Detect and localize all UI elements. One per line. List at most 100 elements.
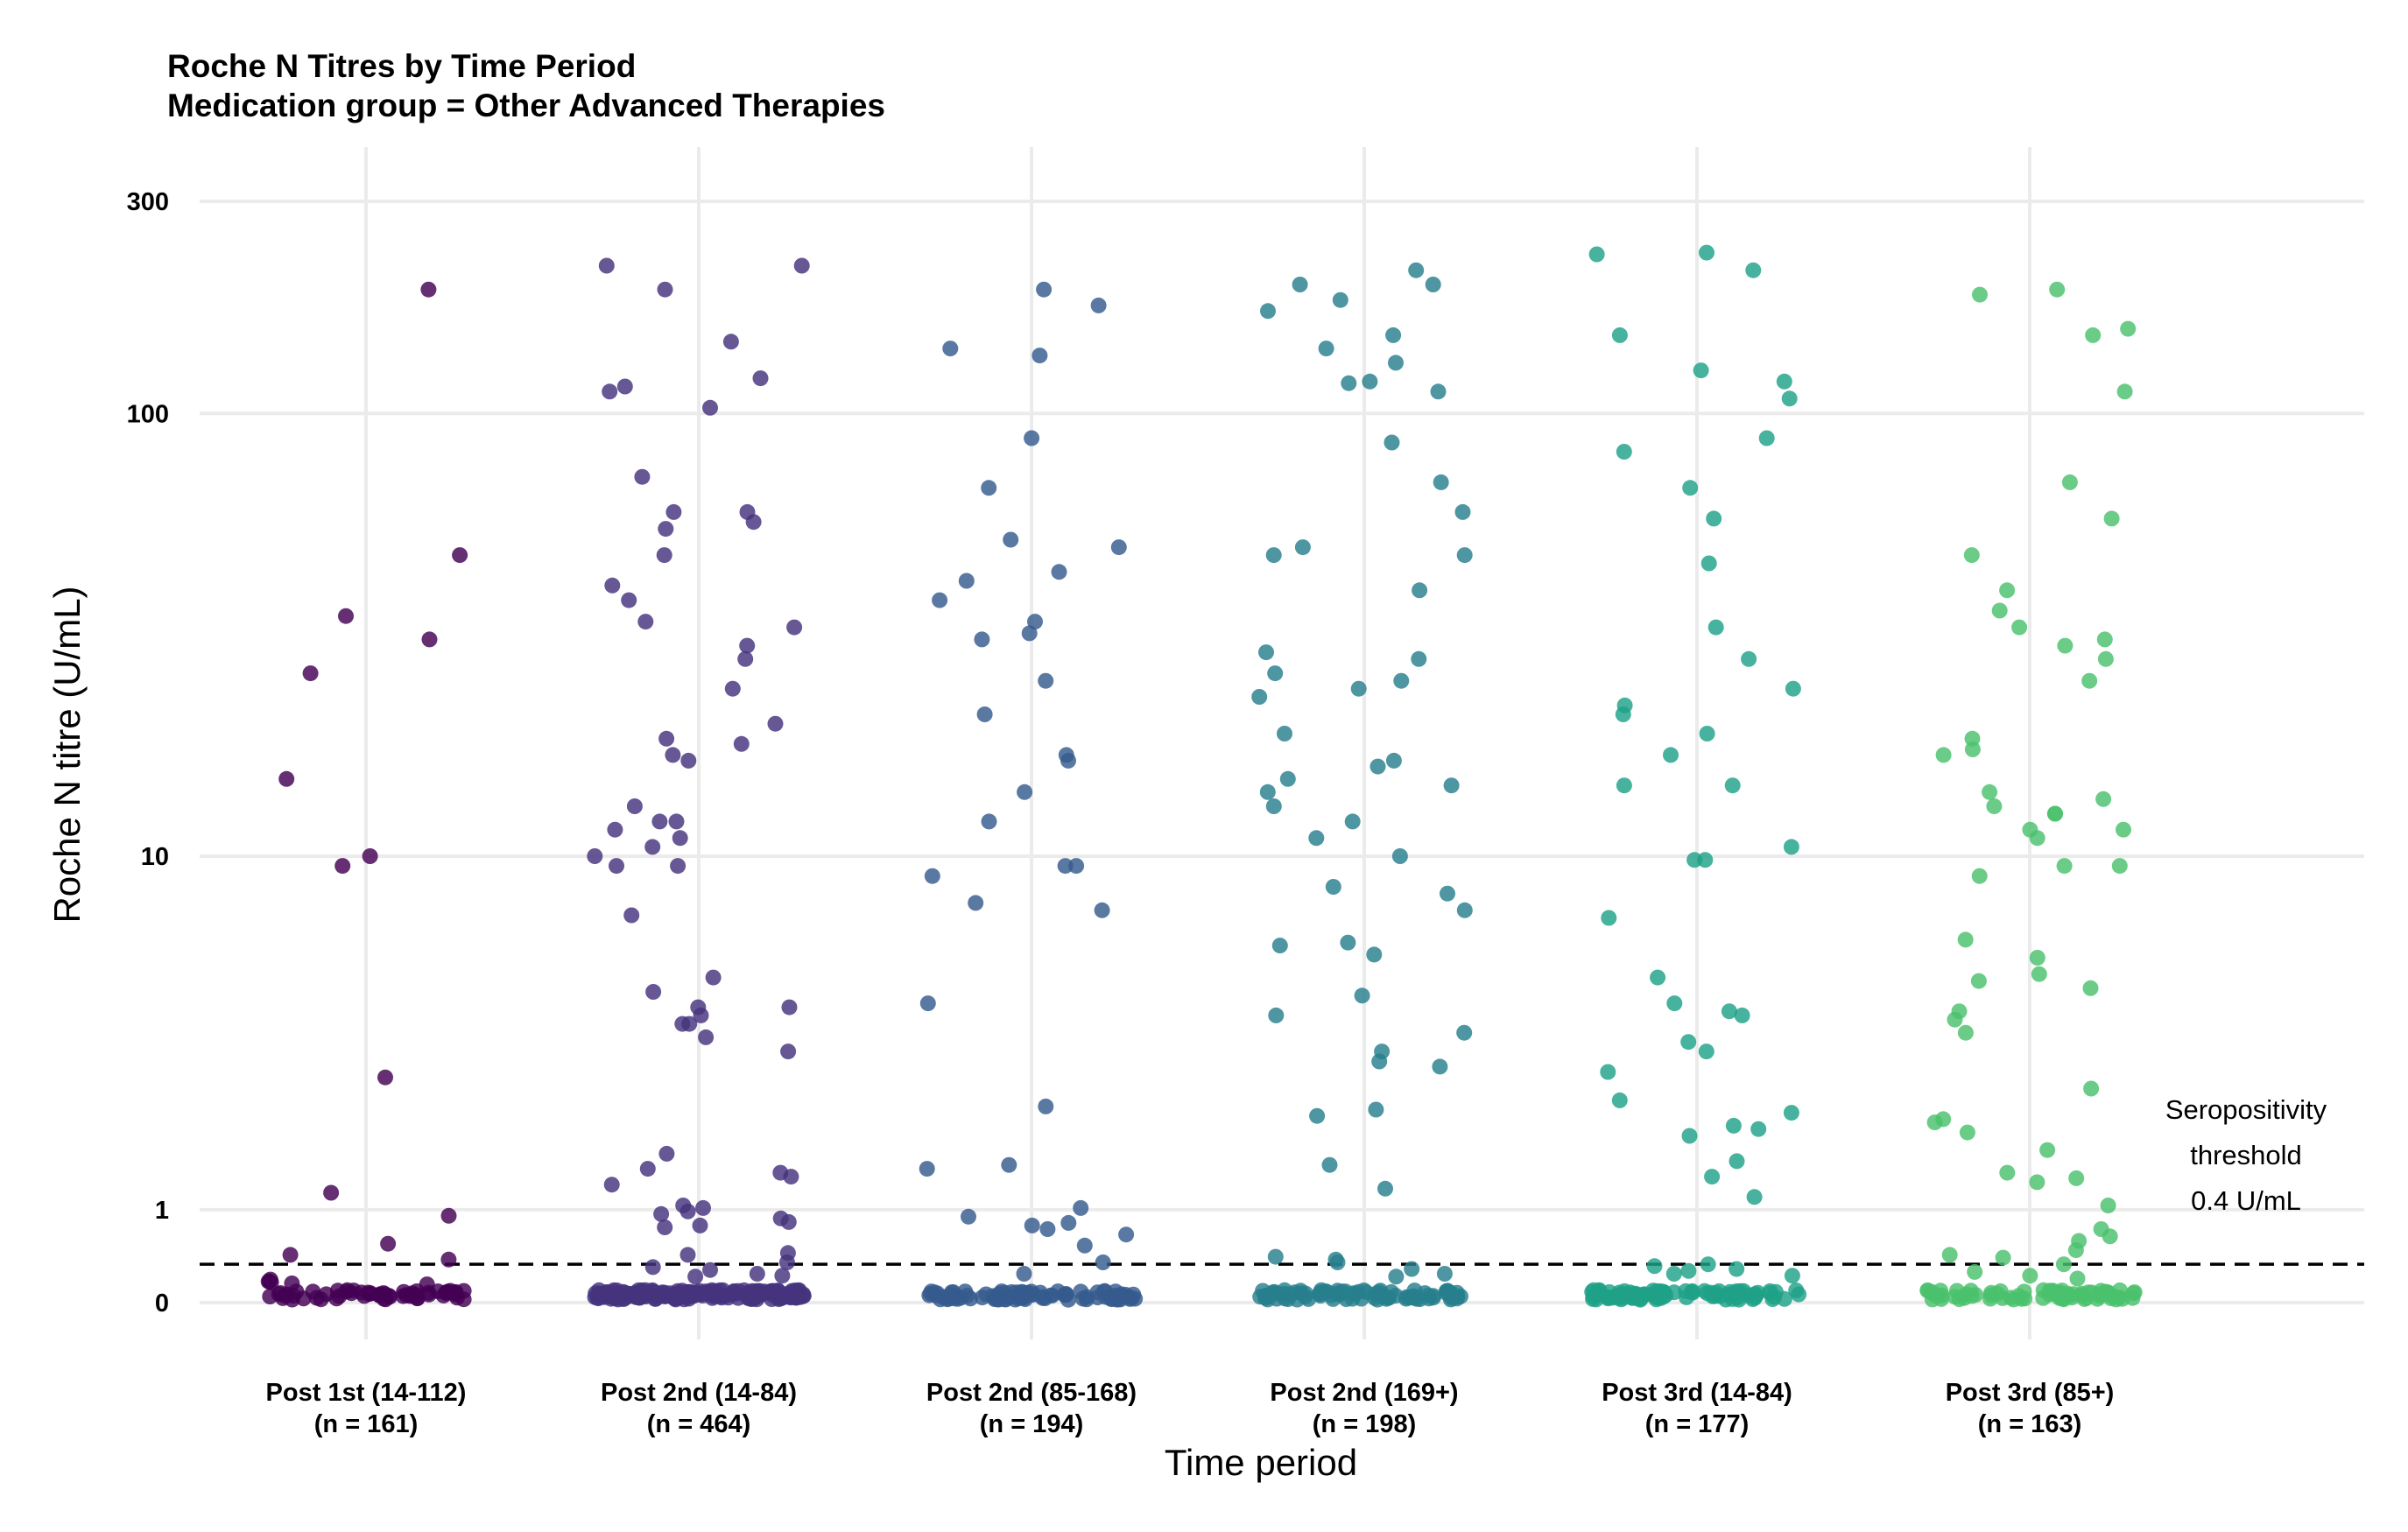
data-point: [587, 848, 603, 864]
data-point: [1432, 1058, 1448, 1075]
data-point: [1341, 375, 1357, 391]
data-point: [1387, 1288, 1404, 1304]
threshold-annotation-line1: Seropositivity: [2165, 1094, 2327, 1125]
data-point: [1095, 1283, 1112, 1300]
data-point: [1024, 1217, 1040, 1233]
data-point: [1964, 741, 1981, 757]
data-point: [607, 821, 623, 838]
data-point: [1112, 1291, 1129, 1308]
data-point: [1358, 1284, 1375, 1301]
data-point: [932, 592, 948, 608]
data-point: [1412, 582, 1428, 599]
data-point: [1970, 973, 1987, 989]
x-tick-label: Post 2nd (14-84): [601, 1379, 797, 1407]
data-point: [1699, 726, 1715, 741]
data-point: [680, 752, 697, 769]
y-tick-label: 10: [141, 843, 169, 871]
data-point: [2010, 1288, 2027, 1304]
data-point: [644, 839, 661, 855]
data-point: [1680, 1262, 1697, 1279]
data-point: [714, 1290, 730, 1306]
data-point: [447, 1283, 464, 1300]
data-point: [1666, 995, 1683, 1012]
x-tick-label: Post 2nd (85-168): [926, 1379, 1137, 1407]
data-point: [2082, 980, 2099, 996]
data-point: [1616, 777, 1632, 794]
data-point: [657, 281, 673, 298]
data-point: [1393, 672, 1410, 689]
data-point: [1350, 680, 1367, 697]
data-point: [1963, 547, 1980, 564]
data-point: [602, 383, 618, 400]
data-point: [919, 995, 936, 1012]
data-point: [1277, 726, 1292, 741]
data-point: [1037, 1290, 1053, 1306]
data-point: [1663, 747, 1679, 763]
data-point: [2103, 510, 2120, 527]
data-point: [2116, 821, 2131, 838]
data-point: [1693, 362, 1709, 379]
data-point: [1016, 1266, 1032, 1282]
y-tick-label: 1: [155, 1197, 169, 1225]
data-point: [2069, 1270, 2086, 1287]
data-point: [1259, 1291, 1276, 1308]
data-point: [2044, 1283, 2059, 1299]
data-point: [1725, 1117, 1742, 1134]
data-point: [976, 706, 993, 722]
data-point: [968, 895, 984, 911]
data-point: [1454, 503, 1471, 520]
data-point: [784, 1283, 800, 1299]
data-point: [687, 1268, 704, 1285]
data-point: [665, 503, 682, 520]
data-point: [2068, 1170, 2085, 1186]
data-point: [1999, 582, 2016, 599]
data-point: [1388, 1268, 1405, 1285]
data-point: [1118, 1226, 1135, 1243]
data-point: [1371, 1053, 1388, 1070]
data-point: [2029, 830, 2045, 847]
data-point: [2100, 1198, 2116, 1213]
data-point: [1031, 348, 1048, 364]
data-point: [651, 813, 668, 830]
data-point: [1344, 813, 1361, 830]
data-point: [693, 1007, 709, 1023]
data-point: [1366, 946, 1383, 963]
data-point: [1425, 277, 1441, 292]
data-point: [780, 1044, 797, 1060]
data-point: [1721, 1003, 1737, 1020]
data-point: [2022, 1268, 2038, 1284]
data-point: [616, 378, 633, 395]
data-point: [1959, 1124, 1975, 1141]
data-point: [452, 547, 468, 564]
data-point: [1001, 1156, 1017, 1173]
data-point: [981, 813, 997, 830]
data-point: [1279, 770, 1296, 787]
data-point: [1325, 879, 1341, 895]
x-tick-label: Post 3rd (14-84): [1602, 1379, 1792, 1407]
y-tick-label: 0: [155, 1290, 169, 1318]
data-point: [1730, 1291, 1747, 1308]
data-point: [604, 577, 621, 594]
data-point: [1038, 1098, 1054, 1114]
chart-title-line1: Roche N Titres by Time Period: [167, 48, 636, 84]
data-point: [692, 1217, 708, 1233]
data-point: [1021, 625, 1038, 642]
data-point: [670, 858, 686, 875]
data-point: [1704, 1169, 1721, 1185]
data-point: [1258, 644, 1274, 661]
data-point: [440, 1207, 457, 1224]
data-point: [1967, 1263, 1983, 1280]
data-point: [679, 1203, 696, 1219]
data-point: [1941, 1247, 1958, 1263]
data-point: [1430, 383, 1447, 400]
data-point: [658, 1145, 675, 1162]
data-point: [611, 1285, 628, 1302]
data-point: [1957, 931, 1974, 948]
data-point: [1308, 830, 1325, 847]
data-point: [1369, 758, 1386, 775]
data-point: [1368, 1101, 1384, 1118]
x-tick-label: Post 2nd (169+): [1270, 1379, 1458, 1407]
data-point: [1329, 1254, 1346, 1270]
data-point: [657, 1219, 673, 1235]
